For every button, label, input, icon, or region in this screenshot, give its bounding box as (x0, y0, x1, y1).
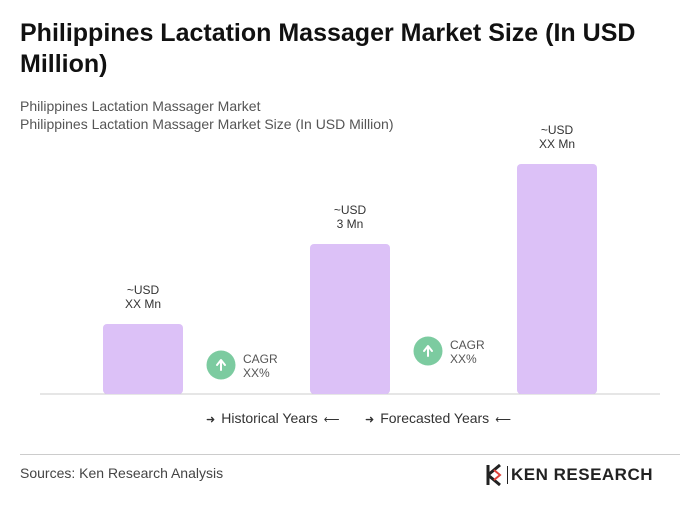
arrow-up-icon (423, 345, 433, 357)
bar (310, 244, 390, 394)
logo-icon (486, 464, 502, 486)
footer-divider (20, 454, 680, 455)
chart-subtitle-units: Philippines Lactation Massager Market Si… (20, 116, 394, 132)
arrow-up-icon (216, 359, 226, 371)
bar-value-label: ~USD (334, 203, 367, 217)
logo-separator (507, 466, 508, 484)
legend-forecasted: ➜ Forecasted Years ⟵ (359, 410, 517, 426)
source-note: Sources: Ken Research Analysis (20, 465, 224, 481)
bar-value-label: XX Mn (539, 137, 575, 151)
cagr-label: XX% (450, 352, 477, 366)
bar (517, 164, 597, 394)
ken-research-logo: KEN RESEARCH (486, 463, 653, 487)
arrow-left-icon: ⟵ (495, 414, 511, 426)
logo-text: KEN RESEARCH (511, 465, 654, 484)
chart-title: Philippines Lactation Massager Market Si… (20, 19, 636, 78)
arrow-left-icon: ⟵ (323, 414, 340, 426)
arrow-right-icon: ➜ (365, 414, 375, 426)
bar-value-label: 3 Mn (337, 217, 364, 231)
bar-value-label: ~USD (127, 283, 160, 297)
cagr-label: CAGR (243, 352, 278, 366)
legend-historical-label: Historical Years (221, 410, 318, 426)
legend-forecasted-label: Forecasted Years (380, 410, 490, 426)
chart-subtitle: Philippines Lactation Massager Market (20, 98, 261, 114)
bar-value-label: ~USD (541, 123, 574, 137)
cagr-label: XX% (243, 366, 270, 380)
legend-historical: ➜ Historical Years ⟵ (200, 410, 346, 426)
arrow-right-icon: ➜ (206, 414, 216, 426)
cagr-label: CAGR (450, 338, 485, 352)
bar (103, 324, 183, 394)
bar-value-label: XX Mn (125, 297, 161, 311)
